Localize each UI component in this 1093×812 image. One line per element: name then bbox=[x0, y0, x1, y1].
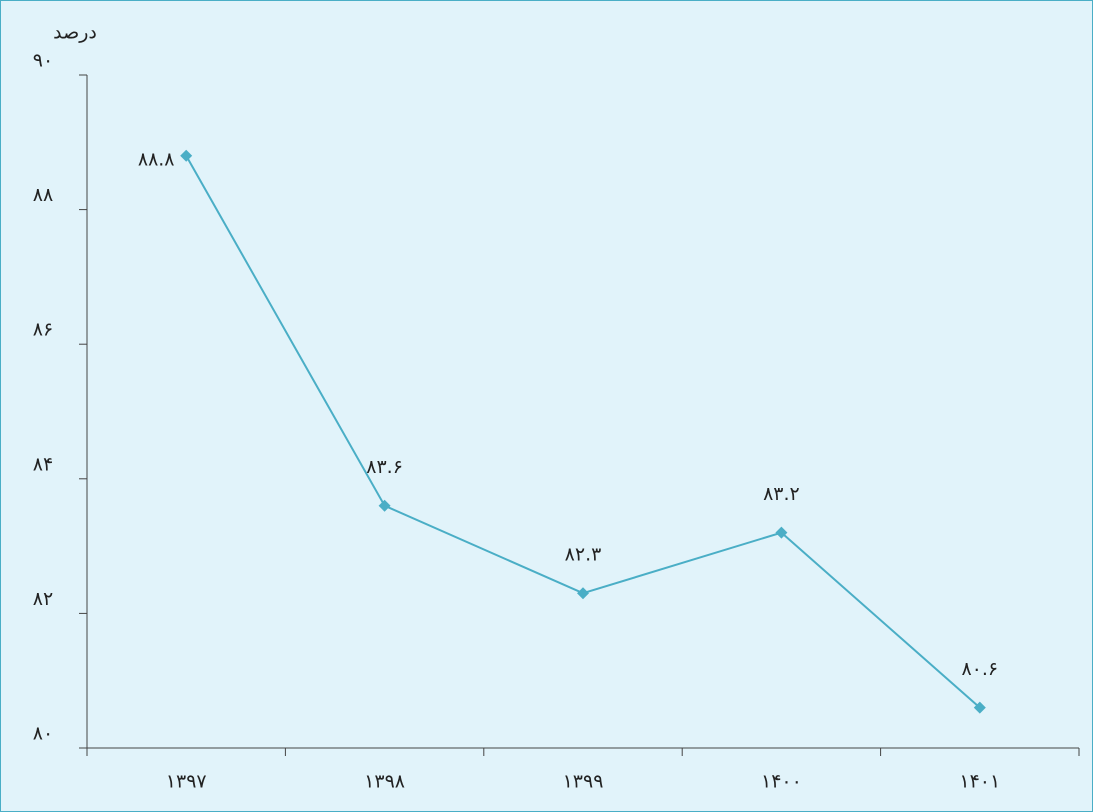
data-label: ۸۳.۶ bbox=[366, 456, 403, 478]
marker bbox=[973, 701, 986, 714]
marker bbox=[577, 587, 589, 600]
marker bbox=[775, 526, 788, 539]
data-label: ۸۲.۳ bbox=[565, 544, 602, 566]
data-label: ۸۸.۸ bbox=[138, 148, 175, 170]
y-tick-label: ۸۲ bbox=[33, 588, 53, 610]
y-tick-label: ۸۰ bbox=[33, 723, 53, 745]
y-axis-label: درصد bbox=[53, 22, 97, 44]
x-tick-label: ۱۴۰۱ bbox=[959, 771, 1000, 793]
x-tick-label: ۱۳۹۷ bbox=[166, 771, 207, 793]
x-tick-label: ۱۴۰۰ bbox=[761, 771, 802, 793]
data-label: ۸۰.۶ bbox=[961, 658, 998, 680]
y-tick-label: ۸۴ bbox=[33, 453, 53, 475]
marker bbox=[180, 149, 193, 162]
y-tick-label: ۸۶ bbox=[33, 319, 53, 341]
y-tick-label: ۹۰ bbox=[33, 50, 53, 72]
marker bbox=[378, 499, 391, 512]
data-label: ۸۳.۲ bbox=[763, 483, 800, 505]
x-tick-label: ۱۳۹۹ bbox=[563, 771, 604, 793]
y-tick-label: ۸۸ bbox=[33, 184, 53, 206]
x-tick-label: ۱۳۹۸ bbox=[364, 771, 405, 793]
